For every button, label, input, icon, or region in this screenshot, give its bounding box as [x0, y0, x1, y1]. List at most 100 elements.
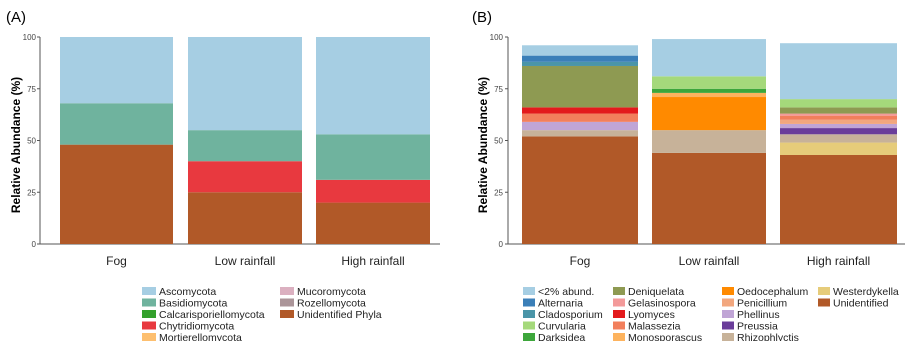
panel-b-legend-swatch: [523, 321, 535, 330]
panel-a-bar-segment: [188, 161, 302, 193]
panel-b-bar-segment: [522, 107, 638, 114]
panel-b-legend-label: Preussia: [737, 321, 778, 333]
panel-a: (A) Relative Abundance (%) 0 25 50 75 100 Fog…: [6, 9, 440, 341]
panel-b-bar-segment: [780, 107, 897, 114]
panel-b-legend-label: Unidentified: [833, 298, 889, 310]
panel-b: (B) Relative Abundance (%) 0 25 50 75 100 Fog…: [472, 9, 905, 341]
panel-b-category-label: Fog: [570, 254, 591, 268]
panel-a-legend-swatch: [142, 287, 156, 295]
panel-b-legend-label: Rhizophlyctis: [737, 332, 799, 341]
panel-b-bar-segment: [652, 76, 766, 89]
panel-b-bar-segment: [780, 113, 897, 116]
panel-b-legend-swatch: [722, 333, 734, 341]
panel-b-bar-segment: [652, 88, 766, 93]
panel-b-legend-label: Malassezia: [628, 321, 681, 333]
panel-a-legend-swatch: [142, 333, 156, 341]
panel-a-bar-segment: [316, 37, 430, 135]
panel-a-ytick-label: 25: [27, 188, 36, 197]
panel-a-bar-segment: [316, 202, 430, 244]
panel-b-bar-segment: [652, 92, 766, 98]
panel-b-legend-swatch: [722, 310, 734, 318]
panel-a-category-label: Fog: [106, 254, 127, 268]
panel-b-legend-label: Gelasinospora: [628, 298, 696, 310]
panel-a-legend-swatch: [142, 298, 156, 307]
panel-b-legend-swatch: [722, 321, 734, 330]
panel-b-legend-swatch: [613, 321, 625, 330]
panel-a-ytick-label: 100: [23, 33, 37, 42]
panel-a-legend-label: Chytridiomycota: [159, 321, 234, 333]
panel-b-bar-segment: [652, 39, 766, 77]
panel-b-bar-segment: [522, 130, 638, 137]
panel-a-bar-segment: [316, 179, 430, 203]
panel-a-legend-swatch: [280, 310, 294, 318]
panel-a-ytick-label: 0: [32, 240, 37, 249]
panel-b-bar-segment: [652, 130, 766, 153]
panel-a-legend-label: Rozellomycota: [297, 298, 366, 310]
panel-b-legend-label: Westerdykella: [833, 286, 899, 298]
panel-b-legend-label: Phellinus: [737, 309, 780, 321]
panel-b-bar-segment: [780, 142, 897, 155]
panel-b-legend-label: Curvularia: [538, 321, 586, 333]
panel-a-legend-swatch: [280, 287, 294, 295]
panel-b-legend-label: Monosporascus: [628, 332, 702, 341]
panel-b-ytick-label: 50: [494, 137, 503, 146]
panel-b-bar-segment: [780, 123, 897, 129]
panel-a-legend-label: Mortierellomycota: [159, 332, 242, 341]
panel-b-bar-segment: [780, 99, 897, 108]
panel-b-bar-segment: [780, 115, 897, 120]
panel-b-legend-label: Alternaria: [538, 298, 583, 310]
panel-b-bar-segment: [652, 97, 766, 131]
panel-b-bar-segment: [652, 152, 766, 244]
panel-b-legend-swatch: [523, 298, 535, 307]
panel-b-legend-swatch: [818, 287, 830, 295]
panel-a-legend-label: Unidentified Phyla: [297, 309, 382, 321]
panel-b-bar-segment: [780, 43, 897, 100]
panel-b-ytick-label: 100: [490, 33, 504, 42]
panel-a-legend-swatch: [142, 321, 156, 330]
panel-b-legend-label: Lyomyces: [628, 309, 675, 321]
panel-a-legend-label: Calcarisporiellomycota: [159, 309, 265, 321]
panel-b-ytick-label: 75: [494, 85, 503, 94]
panel-b-legend-swatch: [613, 333, 625, 341]
panel-a-category-label: Low rainfall: [215, 254, 276, 268]
panel-b-legend-label: Darksidea: [538, 332, 585, 341]
panel-a-legend-label: Ascomycota: [159, 286, 216, 298]
panel-b-legend-swatch: [818, 298, 830, 307]
panel-b-bar-segment: [522, 61, 638, 66]
panel-a-bar-segment: [188, 37, 302, 131]
panel-a-label: (A): [6, 9, 26, 26]
panel-a-bar-segment: [60, 37, 173, 104]
panel-b-bar-segment: [780, 154, 897, 244]
panel-b-legend-label: Cladosporium: [538, 309, 603, 321]
panel-a-ytick-label: 75: [27, 85, 36, 94]
panel-b-legend-label: Penicillium: [737, 298, 787, 310]
panel-b-bar-segment: [522, 45, 638, 56]
panel-b-bar-segment: [780, 119, 897, 124]
panel-b-bar-segment: [522, 136, 638, 244]
panel-b-ytick-label: 0: [499, 240, 504, 249]
panel-b-legend-swatch: [523, 333, 535, 341]
panel-b-legend-swatch: [523, 310, 535, 318]
panel-b-legend-swatch: [722, 287, 734, 295]
panel-a-bar-segment: [188, 192, 302, 244]
panel-a-legend-label: Mucoromycota: [297, 286, 366, 298]
panel-a-ytick-label: 50: [27, 137, 36, 146]
panel-a-bar-segment: [316, 134, 430, 180]
panel-b-bar-segment: [522, 55, 638, 62]
panel-b-bar-segment: [522, 65, 638, 108]
panel-b-category-label: High rainfall: [807, 254, 870, 268]
panel-b-ylabel: Relative Abundance (%): [476, 77, 490, 213]
panel-b-legend-swatch: [722, 298, 734, 307]
panel-b-legend-swatch: [613, 310, 625, 318]
panel-b-legend-label: <2% abund.: [538, 286, 594, 298]
panel-a-legend-swatch: [280, 298, 294, 307]
panel-b-legend-swatch: [523, 287, 535, 295]
panel-b-bar-segment: [780, 134, 897, 143]
panel-a-bar-segment: [60, 144, 173, 244]
panel-b-ytick-label: 25: [494, 188, 503, 197]
panel-b-legend-label: Oedocephalum: [737, 286, 808, 298]
panel-a-bar-segment: [188, 130, 302, 162]
panel-b-legend-label: Deniquelata: [628, 286, 684, 298]
panel-b-legend-swatch: [613, 287, 625, 295]
